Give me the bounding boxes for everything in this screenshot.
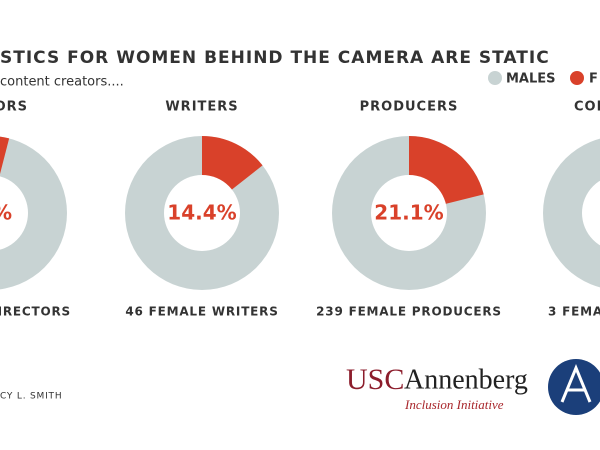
legend-label: F xyxy=(589,72,598,87)
legend-swatch xyxy=(488,71,502,85)
panel-title: CON xyxy=(574,100,600,115)
legend-label: MALES xyxy=(506,72,556,87)
donut-base xyxy=(543,138,600,288)
panel-caption: DIRECTORS xyxy=(0,305,71,319)
value-label: % xyxy=(0,201,12,225)
value-label: 21.1% xyxy=(374,201,443,225)
legend-swatch xyxy=(570,71,584,85)
panel-caption: 3 FEMA xyxy=(548,305,600,319)
donut-slice xyxy=(0,136,10,175)
logo-tagline: Inclusion Initiative xyxy=(404,397,504,412)
logo-emblem-letter xyxy=(560,364,592,403)
value-label: 14.4% xyxy=(167,201,236,225)
panel-caption: 46 FEMALE WRITERS xyxy=(125,305,278,319)
donut-hole xyxy=(371,175,447,251)
logo-usc: USC xyxy=(346,363,404,396)
panel-caption: 239 FEMALE PRODUCERS xyxy=(316,305,502,319)
donut-hole xyxy=(0,176,28,250)
logo-name: Annenberg xyxy=(404,364,528,395)
donut-base xyxy=(0,136,67,290)
panel-title: WRITERS xyxy=(165,100,238,115)
logo-emblem xyxy=(548,359,600,415)
subtitle: content creators.... xyxy=(0,75,124,90)
donut-hole xyxy=(164,175,240,251)
donut-hole xyxy=(582,180,600,246)
panel-title: PRODUCERS xyxy=(360,100,459,115)
panel-title: ORS xyxy=(0,100,28,115)
title: STICS FOR WOMEN BEHIND THE CAMERA ARE ST… xyxy=(0,48,550,68)
logo: USC Annenberg Inclusion Initiative xyxy=(346,359,600,415)
footer: CY L. SMITH xyxy=(0,392,62,402)
